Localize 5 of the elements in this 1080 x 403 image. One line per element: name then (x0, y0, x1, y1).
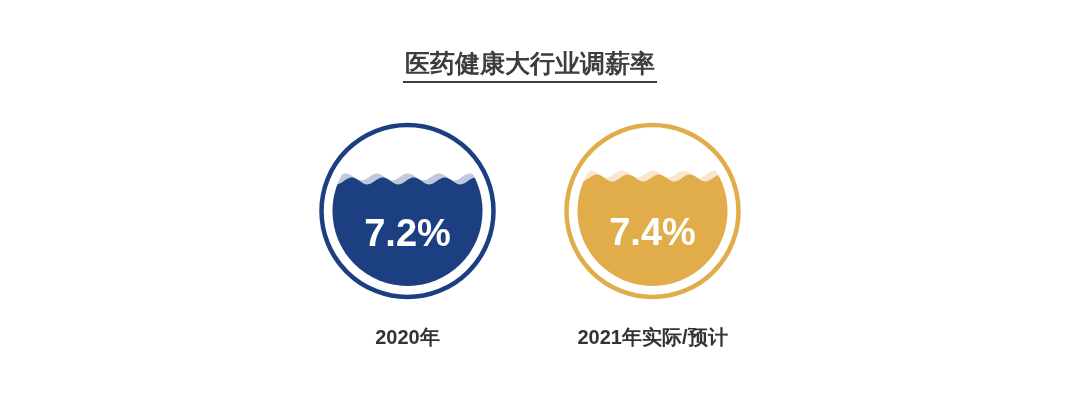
value-label: 7.2% (364, 212, 451, 255)
category-label: 2020年 (375, 326, 440, 348)
value-label: 7.4% (609, 211, 696, 253)
title: 医药健康大行业调薪率 (402, 49, 658, 83)
category-label: 2021年实际/预计 (577, 326, 728, 348)
